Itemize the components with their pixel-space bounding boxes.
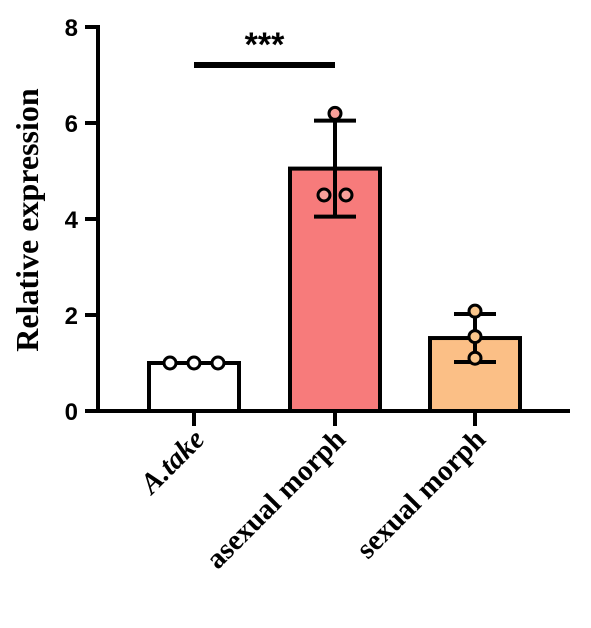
y-tick-label-4: 8 [65, 15, 78, 42]
data-point-1-0 [327, 105, 343, 121]
data-points [162, 105, 483, 371]
x-tick-label-1: asexual morph [200, 423, 352, 575]
y-tick-label-2: 4 [65, 207, 79, 234]
data-point-1-1 [316, 187, 332, 203]
bars [147, 118, 522, 414]
y-axis-title: Relative expression [9, 88, 45, 352]
data-point-0-1 [186, 355, 202, 371]
x-tick-label-2: sexual morph [350, 423, 492, 565]
data-point-2-2 [467, 350, 483, 366]
significance-annotations: *** [194, 26, 335, 68]
bar-0 [147, 361, 241, 413]
x-tick-label-0: A.take [133, 423, 211, 501]
data-point-1-2 [338, 187, 354, 203]
data-point-2-1 [467, 329, 483, 345]
significance-label-0: *** [245, 26, 285, 64]
y-tick-label-3: 6 [65, 111, 78, 138]
data-point-0-0 [162, 355, 178, 371]
y-tick-label-0: 0 [65, 399, 78, 426]
data-point-0-2 [210, 355, 226, 371]
data-point-2-0 [467, 303, 483, 319]
y-tick-label-1: 2 [65, 303, 78, 330]
